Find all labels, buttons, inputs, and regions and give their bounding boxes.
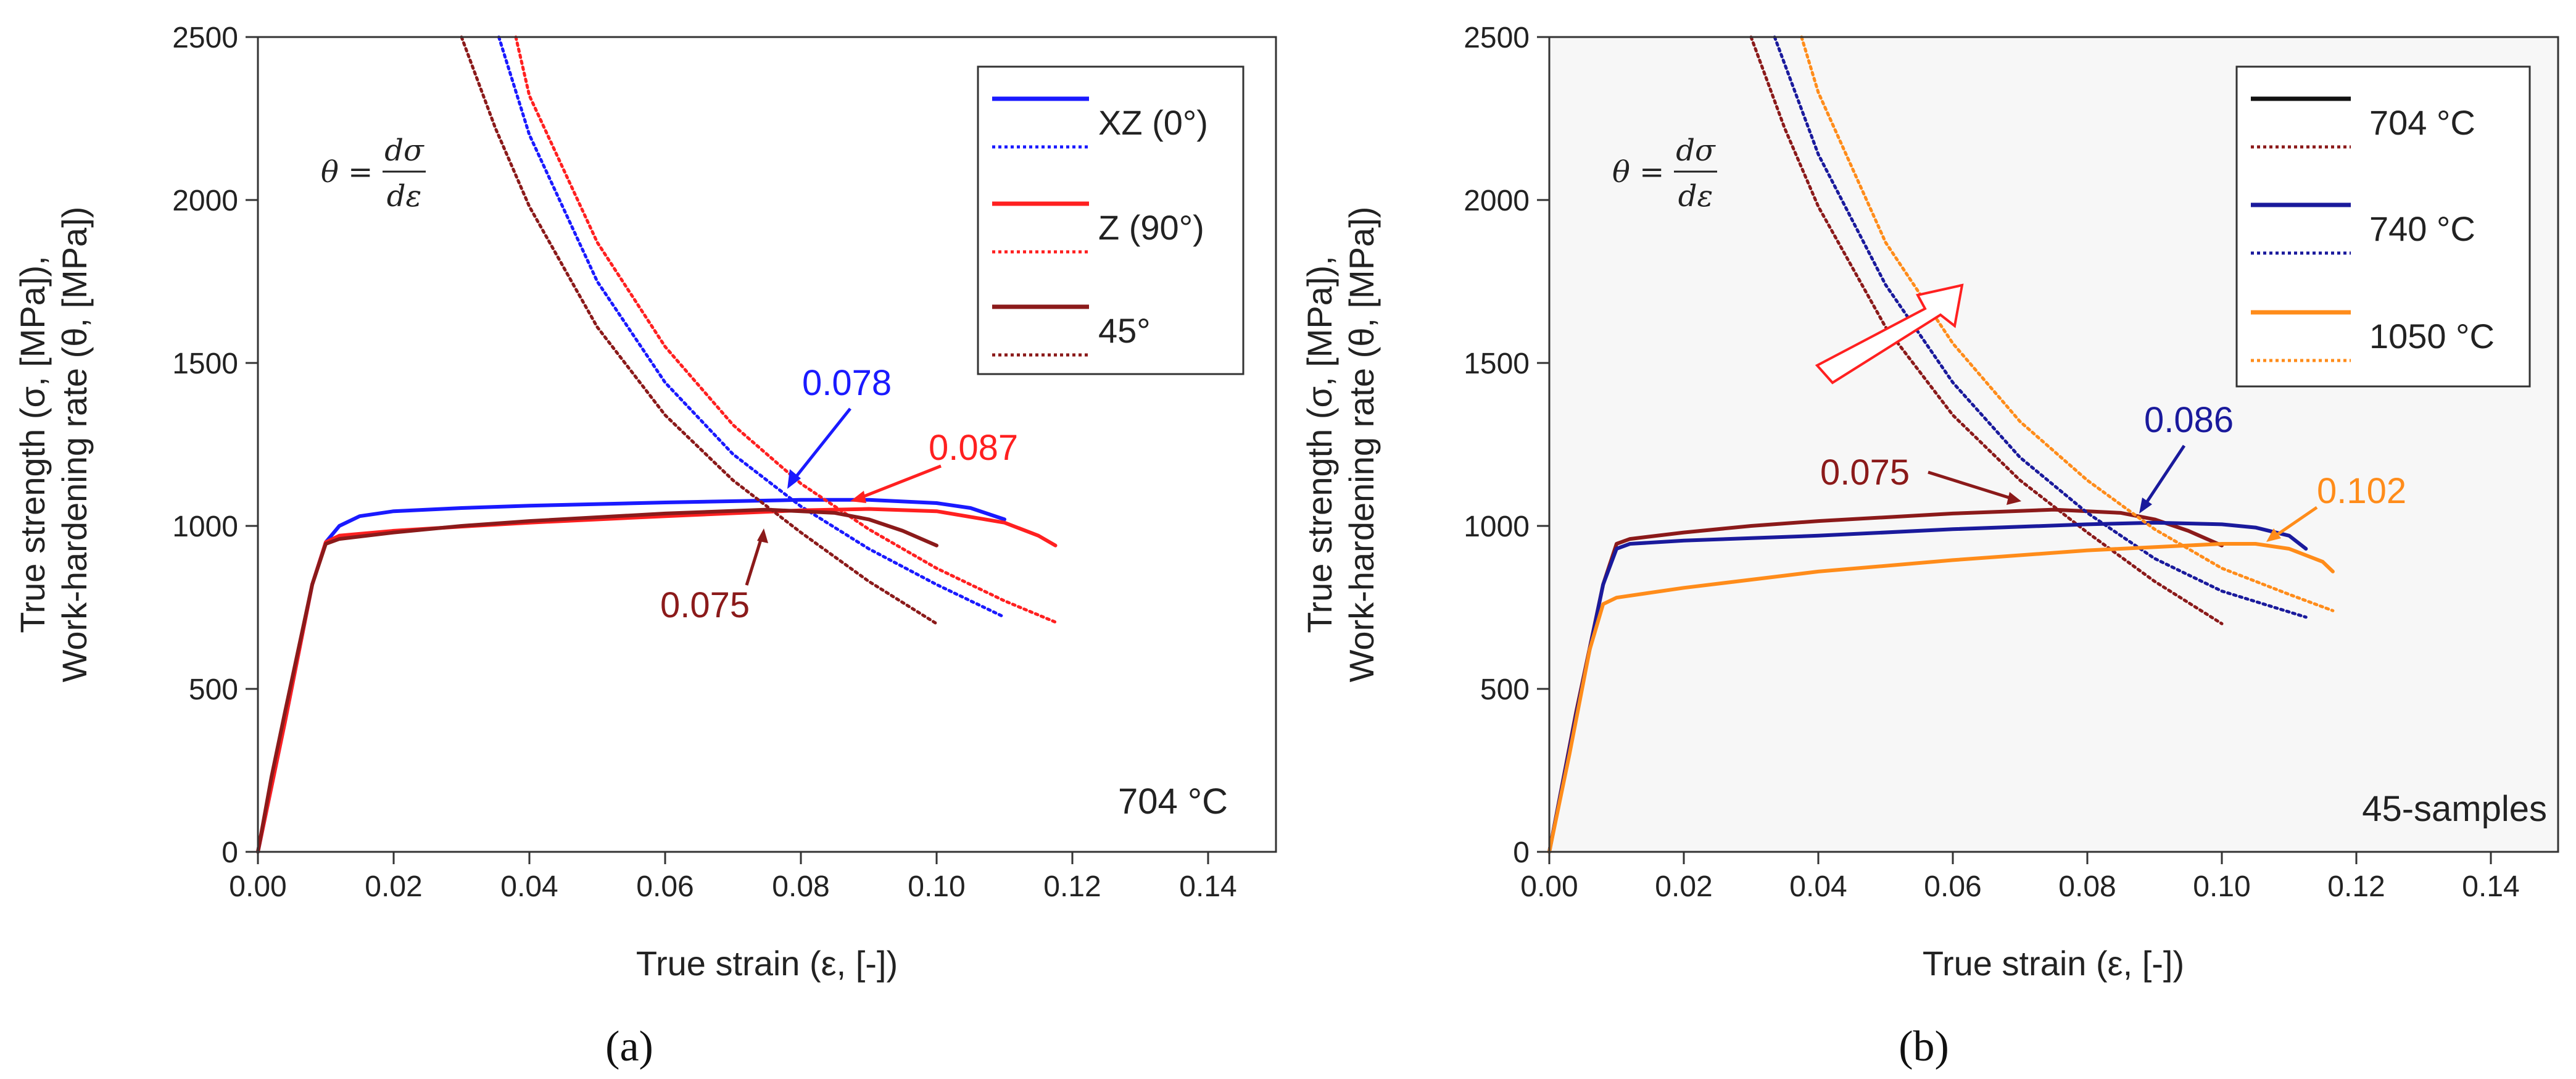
equation-b: θ = dσ dε	[1612, 133, 1717, 214]
ticks-a: 0.00 0.02 0.04 0.06 0.08 0.10 0.12 0.14 0 500 1000…	[172, 22, 1236, 903]
panel-label-b: (b)	[1899, 1023, 1949, 1070]
series-b-704-c-line	[1749, 35, 2224, 625]
series-b-1050-c-line	[1800, 35, 2335, 612]
x-tick-label-a-4: 0.08	[772, 870, 829, 903]
legend-b: 704 °C 740 °C 1050 °C	[2235, 65, 2531, 388]
x-tick-label-b-2: 0.04	[1789, 870, 1847, 903]
annotation-a-0075-arrowhead	[757, 528, 768, 543]
condition-label-b: 45-samples	[2362, 789, 2547, 829]
y-axis-title-a-line2: Work-hardening rate (θ, [MPa])	[55, 207, 94, 683]
y-tick-label-a-5: 2500	[172, 22, 238, 54]
annotations-a: 0.078 0.087 0.075	[660, 363, 1018, 625]
x-tick-label-b-3: 0.06	[1924, 870, 1981, 903]
x-tick-label-b-1: 0.02	[1655, 870, 1712, 903]
annotation-a-0078-arrowhead	[787, 469, 801, 489]
y-tick-label-a-2: 1000	[172, 510, 238, 543]
y-tick-label-b-2: 1000	[1464, 510, 1530, 543]
y-tick-label-a-4: 2000	[172, 185, 238, 217]
ticks-b: 0.00 0.02 0.04 0.06 0.08 0.10 0.12 0.14 0 500 1000…	[1464, 22, 2519, 903]
annotation-b-0102-arrow	[2272, 506, 2318, 539]
legend-a-45-label: 45°	[1098, 311, 1151, 350]
x-tick-label-a-1: 0.02	[365, 870, 422, 903]
x-tick-label-a-2: 0.04	[500, 870, 558, 903]
y-tick-label-b-1: 500	[1480, 673, 1530, 706]
panel-b: 0.00 0.02 0.04 0.06 0.08 0.10 0.12 0.14 0 500 1000…	[1300, 22, 2559, 1070]
legend-b-1050-label: 1050 °C	[2369, 317, 2495, 356]
trend-arrow	[1815, 283, 1964, 385]
plot-frame-a	[257, 36, 1277, 853]
series-b-740-c-line	[1773, 35, 2308, 619]
y-tick-label-b-4: 2000	[1464, 185, 1530, 217]
annotation-a-0087: 0.087	[929, 428, 1018, 468]
equation-a-numerator: dσ	[384, 133, 425, 168]
series-group-a	[256, 35, 1058, 854]
annotation-b-0086-arrow	[2142, 444, 2186, 507]
equation-b-denominator: dε	[1678, 179, 1713, 214]
legend-box-a	[977, 65, 1245, 375]
legend-a-xz-label: XZ (0°)	[1098, 103, 1208, 142]
x-tick-label-b-6: 0.12	[2327, 870, 2385, 903]
equation-b-lhs: θ =	[1612, 155, 1664, 190]
annotation-b-0075-arrowhead	[2007, 492, 2021, 505]
legend-b-704-label: 704 °C	[2369, 103, 2475, 142]
series-a-z-90-line	[514, 35, 1057, 624]
y-axis-title-b-line1: True strength (σ, [MPa]),	[1300, 256, 1339, 633]
y-axis-title-b-line2: Work-hardening rate (θ, [MPa])	[1342, 207, 1381, 683]
x-tick-label-a-3: 0.06	[636, 870, 694, 903]
y-tick-label-a-3: 1500	[172, 348, 238, 380]
equation-a: θ = dσ dε	[321, 133, 426, 214]
annotation-b-0075-arrow	[1928, 470, 2013, 501]
legend-b-740-label: 740 °C	[2369, 209, 2475, 248]
x-tick-label-b-7: 0.14	[2462, 870, 2519, 903]
y-axis-title-a-line1: True strength (σ, [MPa]),	[13, 256, 52, 633]
annotations-b: 0.075 0.086 0.102	[1820, 400, 2406, 542]
y-tick-label-b-0: 0	[1513, 836, 1530, 869]
legend-box-b	[2235, 65, 2531, 388]
annotation-a-0087-arrow	[857, 464, 942, 501]
series-group-b	[1547, 35, 2335, 854]
x-tick-label-a-5: 0.10	[908, 870, 965, 903]
y-tick-label-b-3: 1500	[1464, 348, 1530, 380]
x-axis-title-b: True strain (ε, [-])	[1923, 944, 2184, 983]
x-tick-label-a-6: 0.12	[1043, 870, 1101, 903]
series-b-740-c-line	[1547, 520, 2308, 854]
x-tick-label-b-4: 0.08	[2058, 870, 2116, 903]
y-tick-label-a-0: 0	[222, 836, 238, 869]
x-tick-label-b-0: 0.00	[1520, 870, 1578, 903]
annotation-a-0087-arrowhead	[850, 491, 866, 503]
annotation-a-0078-arrow	[791, 407, 851, 483]
x-tick-label-b-5: 0.10	[2193, 870, 2250, 903]
annotation-b-0086-arrowhead	[2139, 498, 2152, 514]
x-tick-label-a-7: 0.14	[1179, 870, 1236, 903]
equation-b-numerator: dσ	[1676, 133, 1716, 168]
y-tick-label-a-1: 500	[189, 673, 238, 706]
x-axis-title-a: True strain (ε, [-])	[636, 944, 898, 983]
equation-a-lhs: θ =	[321, 155, 373, 190]
legend-a: XZ (0°) Z (90°) 45°	[977, 65, 1245, 375]
annotation-a-0078: 0.078	[802, 363, 892, 403]
x-tick-label-a-0: 0.00	[229, 870, 286, 903]
annotation-b-0086: 0.086	[2144, 400, 2234, 440]
panel-a: 0.00 0.02 0.04 0.06 0.08 0.10 0.12 0.14 0 500 1000…	[13, 22, 1277, 1070]
series-b-1050-c-line	[1547, 542, 2335, 854]
series-a-45-line	[460, 35, 938, 625]
annotation-b-0102-arrowhead	[2266, 528, 2281, 542]
panel-label-a: (a)	[605, 1023, 653, 1070]
annotation-b-0102: 0.102	[2317, 471, 2406, 511]
series-a-xz-0-line	[497, 35, 1006, 619]
equation-a-denominator: dε	[387, 179, 421, 214]
condition-label-a: 704 °C	[1118, 781, 1228, 822]
annotation-b-0075: 0.075	[1820, 452, 1910, 493]
y-tick-label-b-5: 2500	[1464, 22, 1530, 54]
series-a-45-line	[256, 507, 938, 854]
annotation-a-0075-arrow	[745, 535, 764, 586]
plot-frame-b	[1548, 36, 2559, 853]
legend-a-z-label: Z (90°)	[1098, 208, 1204, 247]
annotation-a-0075: 0.075	[660, 585, 750, 625]
